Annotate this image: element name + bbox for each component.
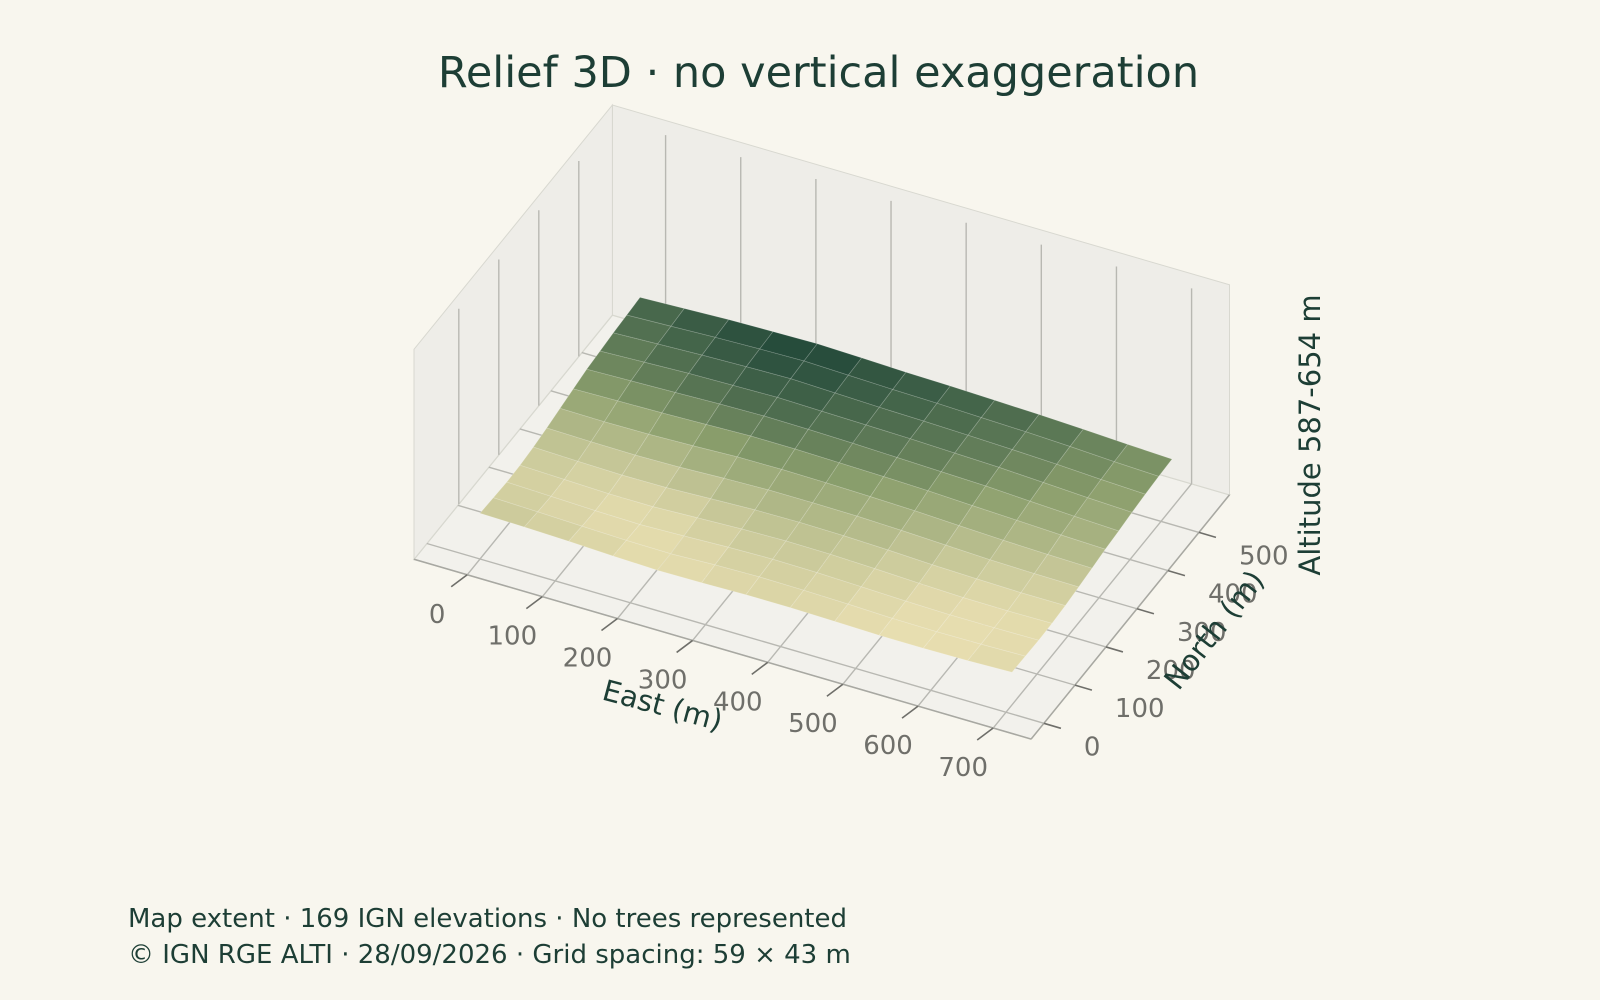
x-axis-line [413,558,1032,740]
x-tick-label: 700 [938,753,988,783]
footer-line-2: © IGN RGE ALTI · 28/09/2026 · Grid spaci… [128,940,851,970]
y-tick-label: 300 [1177,618,1227,648]
y-tick-mark [1043,722,1062,730]
surface-cell [1007,592,1066,624]
x-tick-label: 200 [563,644,613,674]
x-tick-label: 100 [488,622,538,652]
surface-cell [1113,443,1173,477]
footer-line-1: Map extent · 169 IGN elevations · No tre… [128,904,847,934]
left-wall-pane [413,103,613,561]
x-tick-label: 400 [713,687,763,717]
z-axis-label: Altitude 587-654 m [1293,294,1327,575]
terrain-surface [479,296,1173,673]
x-tick-label: 600 [863,731,913,761]
y-tick-mark [1198,531,1217,539]
x-tick-label: 300 [638,665,688,695]
x-tick-label: 0 [429,600,446,630]
x-tick-mark [901,705,919,719]
surface-cell [1073,497,1133,532]
y-axis-line [1030,494,1231,740]
surface-cell [993,610,1053,641]
y-tick-label: 100 [1115,694,1165,724]
y-tick-mark [1136,607,1155,615]
x-tick-mark [450,574,468,588]
x-tick-label: 500 [788,709,838,739]
grid-line-north [426,542,1045,724]
y-tick-label: 200 [1146,656,1196,686]
y-tick-mark [1074,684,1093,691]
y-tick-mark [1167,569,1186,577]
y-tick-mark [1105,646,1124,653]
axis-ticks: 0 100 200 300 400 500 600 700 0 100 200 300 400 500 [413,494,1289,783]
y-tick-label: 400 [1208,580,1258,610]
grid-line-east [992,483,1193,729]
y-tick-label: 500 [1239,541,1289,571]
x-tick-mark [751,661,769,675]
surface-cell [966,643,1027,673]
x-tick-mark [826,683,844,697]
surface-cell [1033,554,1093,588]
x-tick-mark [601,617,618,632]
x-tick-mark [976,727,994,741]
surface-cell [980,627,1040,657]
y-tick-label: 0 [1084,732,1101,762]
chart-title: Relief 3D · no vertical exaggeration [437,48,1200,98]
x-tick-mark [676,639,694,654]
x-tick-mark [525,596,543,610]
